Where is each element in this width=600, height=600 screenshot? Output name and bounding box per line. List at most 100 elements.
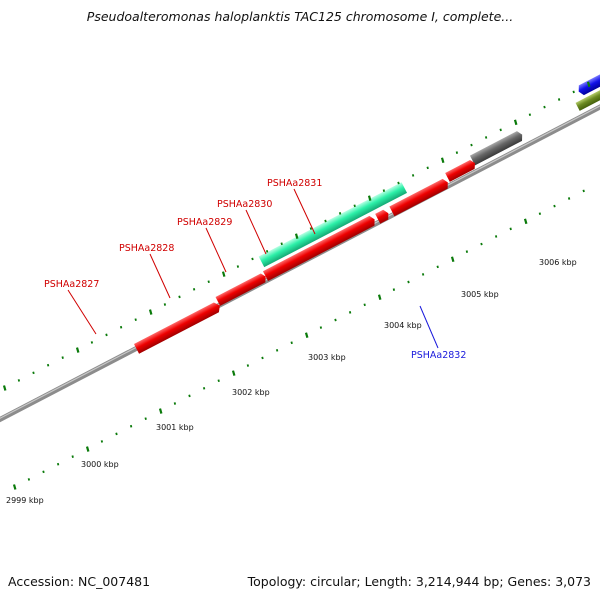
minor-tick — [251, 257, 254, 261]
minor-tick — [455, 151, 459, 154]
minor-tick — [509, 227, 512, 231]
major-tick — [12, 484, 17, 490]
minor-tick — [382, 189, 386, 192]
backbone-line — [0, 0, 600, 425]
major-tick — [2, 385, 7, 391]
gene-arrow-red-5[interactable] — [389, 177, 450, 217]
minor-tick — [392, 288, 396, 291]
gene-arrow-red-6[interactable] — [445, 159, 477, 182]
major-tick — [377, 294, 382, 300]
tick-label: 3002 kbp — [232, 388, 270, 397]
gene-label[interactable]: PSHAa2831 — [267, 178, 322, 189]
major-tick — [450, 256, 455, 263]
gene-arrow-red-1[interactable] — [133, 301, 222, 354]
gene-leader-line — [205, 227, 227, 273]
major-tick — [221, 271, 226, 277]
minor-tick — [334, 318, 337, 322]
gene-label[interactable]: PSHAa2828 — [119, 243, 174, 254]
minor-tick — [42, 470, 45, 474]
tick-label: 3003 kbp — [308, 353, 346, 362]
minor-tick — [61, 356, 64, 359]
major-tick — [440, 157, 445, 164]
gene-label[interactable]: PSHAa2830 — [217, 199, 272, 210]
major-tick — [294, 233, 299, 239]
tick-row-inner — [12, 189, 585, 490]
tick-label: 3004 kbp — [384, 321, 422, 330]
minor-tick — [90, 341, 94, 344]
map-title: Pseudoalteromonas haloplanktis TAC125 ch… — [86, 9, 514, 24]
tick-label: 3000 kbp — [81, 460, 119, 469]
major-tick — [523, 218, 528, 225]
minor-tick — [553, 204, 556, 208]
gene-arrow-blue-forward[interactable] — [576, 57, 600, 97]
minor-tick — [236, 265, 240, 268]
minor-tick — [163, 303, 167, 306]
tick-labels: 2999 kbp 3000 kbp 3001 kbp 3002 kbp 3003 kbp… — [6, 258, 577, 505]
minor-tick — [582, 189, 585, 193]
minor-tick — [348, 311, 352, 314]
minor-tick — [411, 174, 415, 177]
gene-arrow-gray[interactable] — [469, 130, 525, 166]
minor-tick — [572, 90, 575, 94]
minor-tick — [265, 250, 269, 253]
minor-tick — [192, 287, 196, 291]
minor-tick — [173, 402, 177, 405]
minor-tick — [309, 227, 313, 230]
minor-tick — [178, 295, 181, 299]
minor-tick — [484, 136, 488, 139]
tick-row-outer — [2, 81, 591, 391]
minor-tick — [567, 197, 571, 200]
minor-tick — [144, 417, 147, 421]
minor-tick — [397, 181, 400, 185]
minor-tick — [353, 204, 356, 208]
major-tick — [75, 347, 80, 353]
minor-tick — [129, 424, 133, 428]
major-tick — [231, 370, 236, 376]
minor-tick — [528, 113, 532, 117]
major-tick — [367, 195, 372, 201]
gene-leader-line — [293, 188, 316, 235]
minor-tick — [290, 341, 293, 345]
tick-label: 2999 kbp — [6, 496, 44, 505]
major-tick — [304, 332, 309, 338]
minor-tick — [32, 371, 35, 375]
minor-tick — [217, 379, 220, 383]
minor-tick — [119, 325, 123, 329]
minor-tick — [56, 462, 60, 466]
backbone-highlight — [0, 0, 600, 422]
minor-tick — [436, 265, 439, 269]
minor-tick — [105, 333, 108, 337]
gene-leader-line — [419, 305, 439, 349]
minor-tick — [319, 326, 323, 329]
minor-tick — [46, 363, 50, 367]
minor-tick — [363, 303, 366, 307]
gene-label[interactable]: PSHAa2829 — [177, 217, 232, 228]
minor-tick — [280, 242, 283, 246]
major-tick — [158, 408, 163, 414]
gene-labels: PSHAa2827 PSHAa2828 PSHAa2829 PSHAa2830 PSHA… — [44, 178, 466, 361]
minor-tick — [71, 455, 74, 458]
minor-tick — [426, 166, 429, 170]
minor-tick — [557, 98, 561, 101]
minor-tick — [407, 280, 410, 284]
minor-tick — [324, 219, 327, 223]
minor-tick — [246, 364, 250, 367]
minor-tick — [202, 386, 206, 390]
gene-label[interactable]: PSHAa2832 — [411, 350, 466, 361]
gene-arrow-red-4[interactable] — [375, 208, 391, 224]
accession-text: Accession: NC_007481 — [8, 574, 151, 589]
tick-label: 3006 kbp — [539, 258, 577, 267]
minor-tick — [499, 128, 502, 132]
gene-arrow-olive[interactable] — [575, 71, 600, 111]
gene-arrow-cyan-forward[interactable] — [258, 182, 408, 268]
gene-arrow-red-2[interactable] — [215, 272, 269, 306]
major-tick — [513, 119, 518, 126]
minor-tick — [494, 235, 498, 238]
gene-label[interactable]: PSHAa2827 — [44, 279, 99, 290]
gene-arrow-red-3[interactable] — [262, 214, 377, 281]
genome-summary-text: Topology: circular; Length: 3,214,944 bp… — [247, 574, 591, 589]
minor-tick — [17, 379, 21, 382]
minor-tick — [261, 356, 264, 360]
tick-label: 3001 kbp — [156, 423, 194, 432]
